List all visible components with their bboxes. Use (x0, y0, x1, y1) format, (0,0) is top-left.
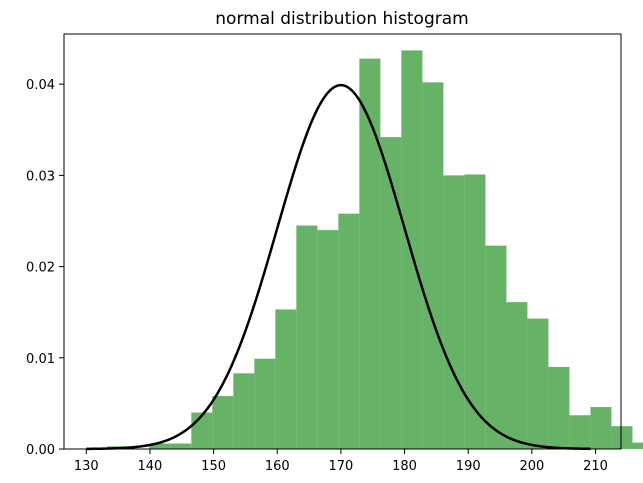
y-tick-label: 0.04 (26, 78, 55, 93)
histogram-bar (317, 230, 339, 449)
histogram-bar (359, 58, 381, 449)
y-axis-ticks: 0.00 0.01 0.02 0.03 0.04 (26, 78, 64, 458)
histogram-bar (212, 396, 234, 449)
x-tick-label: 170 (328, 459, 353, 474)
histogram-bar (275, 309, 297, 449)
histogram-bar (506, 302, 528, 449)
histogram-bar (380, 137, 402, 450)
chart-title: normal distribution histogram (215, 9, 468, 29)
pdf-curve-line (86, 83, 591, 451)
histogram-bar (191, 412, 213, 449)
y-tick-label: 0.03 (26, 169, 55, 184)
histogram-bar (170, 443, 192, 449)
histogram-bar (569, 415, 591, 449)
pdf-curve-layer (86, 83, 591, 451)
histogram-bar (296, 225, 318, 449)
x-tick-label: 140 (138, 459, 163, 474)
y-tick-label: 0.02 (26, 261, 55, 276)
y-tick-label: 0.00 (26, 443, 55, 458)
histogram-bars (107, 50, 643, 450)
y-tick-label: 0.01 (26, 352, 55, 367)
x-tick-label: 130 (74, 459, 99, 474)
histogram-bar (443, 175, 465, 449)
histogram-bar (254, 358, 276, 449)
histogram-bar (548, 366, 570, 449)
histogram-bar (422, 82, 444, 449)
x-tick-label: 200 (519, 459, 544, 474)
x-tick-label: 150 (201, 459, 226, 474)
histogram-bar (485, 245, 507, 449)
histogram-bar (464, 174, 486, 449)
histogram-bar (590, 407, 612, 449)
x-tick-label: 210 (583, 459, 608, 474)
histogram-bar (632, 442, 643, 449)
x-tick-label: 190 (456, 459, 481, 474)
histogram-bar (527, 318, 549, 449)
x-tick-label: 180 (392, 459, 417, 474)
histogram-bar (233, 373, 255, 449)
histogram-bar (149, 443, 171, 449)
x-axis-ticks: 130 140 150 160 170 180 190 200 210 (74, 449, 608, 474)
histogram-bar (611, 426, 633, 449)
x-tick-label: 160 (265, 459, 290, 474)
histogram-bar (338, 213, 360, 449)
axes-frame (63, 33, 622, 450)
